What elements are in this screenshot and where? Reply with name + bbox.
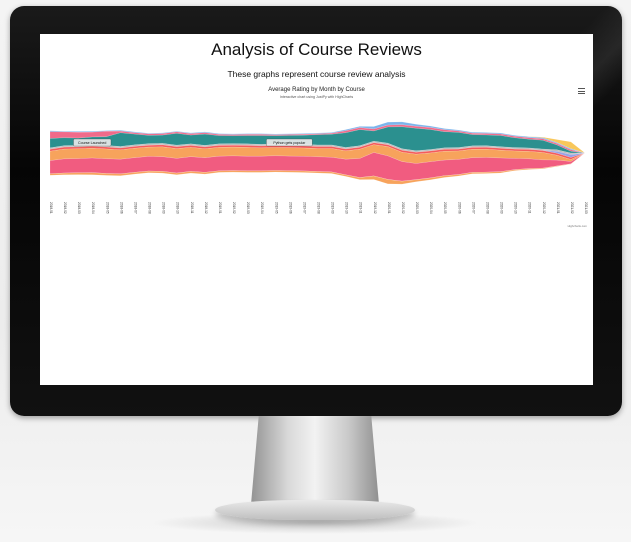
x-tick-label: 2020-03 [415, 202, 419, 214]
x-tick-label: 2020-11 [528, 202, 532, 214]
stream-series-4[interactable] [49, 140, 586, 155]
hamburger-menu-icon[interactable] [578, 88, 585, 94]
x-tick-label: 2018-10 [176, 202, 180, 214]
x-tick-label: 2021-01 [556, 202, 560, 214]
x-tick-label: 2020-02 [401, 202, 405, 214]
stream-series-8[interactable] [49, 152, 586, 182]
chart-annotation: Python gets popular [266, 138, 313, 147]
x-tick-label: 2018-06 [119, 202, 123, 214]
x-tick-label: 2019-03 [246, 202, 250, 214]
x-tick-label: 2018-12 [204, 202, 208, 214]
x-tick-label: 2018-03 [77, 202, 81, 214]
x-tick-label: 2020-10 [514, 202, 518, 214]
monitor-stand-base [215, 500, 415, 520]
x-tick-label: 2019-01 [218, 202, 222, 214]
x-tick-label: 2019-10 [345, 202, 349, 214]
x-tick-label: 2018-05 [105, 202, 109, 214]
chart-credits[interactable]: Highcharts.com [567, 224, 587, 228]
x-tick-label: 2019-06 [288, 202, 292, 214]
x-tick-label: 2020-04 [429, 202, 433, 214]
chart-annotation: Course Launched [73, 138, 112, 147]
x-tick-label: 2019-09 [331, 202, 335, 214]
x-tick-label: 2018-11 [190, 202, 194, 214]
x-tick-label: 2019-04 [260, 202, 264, 214]
x-tick-label: 2020-06 [457, 202, 461, 214]
streamgraph-chart: 2018-01 2018-02 2018-03 2018-04 2018-05 2018-… [49, 121, 588, 214]
svg-text:Course Launched: Course Launched [78, 141, 106, 145]
stream-series-3[interactable] [49, 126, 586, 154]
chart-subtitle: Interactive chart using JustPy with High… [279, 95, 354, 99]
x-tick-label: 2020-01 [387, 202, 391, 214]
page-title: Analysis of Course Reviews [211, 40, 422, 59]
x-tick-label: 2019-07 [302, 202, 306, 214]
x-tick-label: 2019-05 [274, 202, 278, 214]
screen: Analysis of Course Reviews These graphs … [40, 34, 593, 385]
x-tick-label: 2019-08 [317, 202, 321, 214]
x-tick-label: 2018-07 [133, 202, 137, 214]
x-tick-label: 2020-09 [500, 202, 504, 214]
x-tick-label: 2018-02 [63, 202, 67, 214]
x-tick-label: 2018-04 [91, 202, 95, 214]
x-tick-label: 2018-08 [148, 202, 152, 214]
monitor-bezel: Analysis of Course Reviews These graphs … [10, 6, 622, 416]
x-tick-label: 2019-12 [373, 202, 377, 214]
x-tick-label: 2021-02 [570, 202, 574, 214]
svg-text:Python gets popular: Python gets popular [273, 141, 306, 145]
x-tick-label: 2019-02 [232, 202, 236, 214]
x-tick-label: 2018-09 [162, 202, 166, 214]
chart-title: Average Rating by Month by Course [268, 87, 365, 93]
x-tick-label: 2020-05 [443, 202, 447, 214]
stream-series-7[interactable] [49, 144, 586, 164]
stream-series-10[interactable] [49, 152, 586, 185]
x-tick-label: 2020-08 [485, 202, 489, 214]
x-tick-label: 2018-01 [49, 202, 53, 214]
x-tick-label: 2019-11 [359, 202, 363, 214]
stand-shadow [150, 512, 480, 534]
x-tick-label: 2020-07 [471, 202, 475, 214]
x-tick-label: 2021-03 [584, 202, 588, 214]
monitor-stand-neck [250, 416, 380, 508]
page-subtitle: These graphs represent course review ana… [227, 69, 406, 79]
x-tick-label: 2020-12 [542, 202, 546, 214]
